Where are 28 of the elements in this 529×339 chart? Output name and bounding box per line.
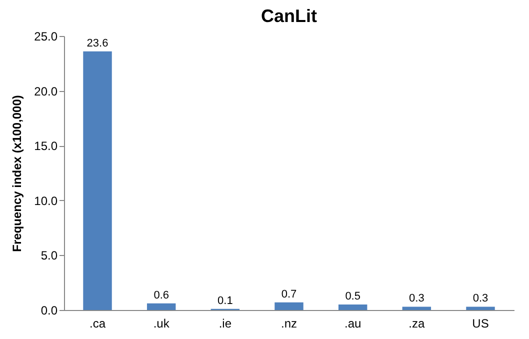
data-label: 0.3 xyxy=(409,292,424,305)
y-tick-label: 10.0 xyxy=(34,194,58,208)
y-axis-title: Frequency index (x100,000) xyxy=(10,95,24,252)
x-tick-label: US xyxy=(472,316,489,330)
bar xyxy=(146,303,176,310)
x-tick-label: .uk xyxy=(153,316,170,330)
bar xyxy=(466,306,495,310)
data-label: 23.6 xyxy=(86,37,108,50)
data-label: 0.7 xyxy=(281,288,297,300)
data-label: 0.3 xyxy=(472,292,488,305)
x-tick-label: .nz xyxy=(280,316,298,330)
data-label: 0.5 xyxy=(345,290,360,303)
bar xyxy=(83,51,112,310)
x-tick-label: .ca xyxy=(90,316,106,330)
bar xyxy=(402,306,432,310)
data-label: 0.6 xyxy=(154,289,169,302)
x-tick-label: .za xyxy=(408,316,425,330)
y-tick-label: 25.0 xyxy=(34,30,58,44)
chart-title: CanLit xyxy=(261,6,317,26)
bar xyxy=(274,302,304,310)
y-tick-label: 20.0 xyxy=(34,84,58,98)
y-tick-label: 5.0 xyxy=(40,248,58,263)
data-label: 0.1 xyxy=(218,294,233,307)
bar xyxy=(338,304,368,310)
x-tick-label: .ie xyxy=(218,316,232,330)
y-tick-label: 0.0 xyxy=(40,304,58,318)
y-tick-label: 15.0 xyxy=(34,139,58,154)
x-tick-label: .au xyxy=(344,316,362,330)
